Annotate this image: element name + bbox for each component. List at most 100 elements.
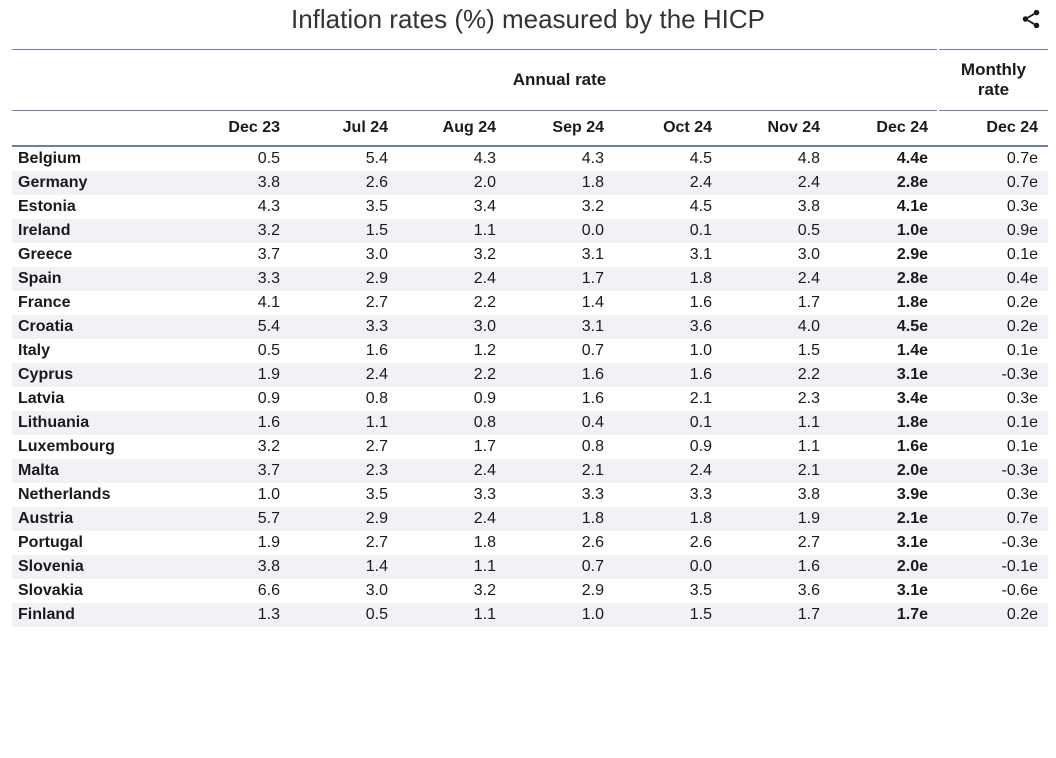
value-cell: 0.9e	[938, 219, 1048, 243]
country-cell: Croatia	[12, 315, 182, 339]
value-cell: 4.1e	[830, 195, 938, 219]
value-cell: 0.5	[182, 146, 290, 171]
value-cell: 0.4	[506, 411, 614, 435]
value-cell: 3.8	[722, 483, 830, 507]
group-header-row: Annual rate Monthly rate	[12, 50, 1048, 111]
value-cell: 1.3	[182, 603, 290, 627]
value-cell: 3.3	[182, 267, 290, 291]
country-cell: Greece	[12, 243, 182, 267]
value-cell: 1.7	[398, 435, 506, 459]
value-cell: 1.1	[722, 411, 830, 435]
table-row: Italy0.51.61.20.71.01.51.4e0.1e	[12, 339, 1048, 363]
value-cell: 0.4e	[938, 267, 1048, 291]
value-cell: -0.6e	[938, 579, 1048, 603]
value-cell: 2.1	[722, 459, 830, 483]
value-cell: 1.4e	[830, 339, 938, 363]
value-cell: 1.1	[722, 435, 830, 459]
table-row: Estonia4.33.53.43.24.53.84.1e0.3e	[12, 195, 1048, 219]
table-row: Malta3.72.32.42.12.42.12.0e-0.3e	[12, 459, 1048, 483]
value-cell: 3.1	[506, 315, 614, 339]
value-cell: 2.6	[614, 531, 722, 555]
value-cell: 2.4	[722, 171, 830, 195]
value-cell: 3.3	[614, 483, 722, 507]
value-cell: 4.0	[722, 315, 830, 339]
table-row: Finland1.30.51.11.01.51.71.7e0.2e	[12, 603, 1048, 627]
value-cell: 3.3	[398, 483, 506, 507]
country-cell: Lithuania	[12, 411, 182, 435]
table-row: Croatia5.43.33.03.13.64.04.5e0.2e	[12, 315, 1048, 339]
value-cell: 1.8	[614, 267, 722, 291]
value-cell: 2.4	[398, 267, 506, 291]
share-icon[interactable]	[1020, 8, 1042, 30]
value-cell: 0.5	[722, 219, 830, 243]
value-cell: 4.5	[614, 195, 722, 219]
table-container: Inflation rates (%) measured by the HICP…	[0, 0, 1056, 639]
value-cell: 3.3	[290, 315, 398, 339]
value-cell: 0.8	[398, 411, 506, 435]
value-cell: 1.6	[506, 387, 614, 411]
value-cell: 2.6	[290, 171, 398, 195]
value-cell: 3.8	[722, 195, 830, 219]
value-cell: 1.8e	[830, 291, 938, 315]
country-cell: Latvia	[12, 387, 182, 411]
value-cell: 2.0e	[830, 555, 938, 579]
value-cell: 0.3e	[938, 387, 1048, 411]
value-cell: 1.8	[506, 507, 614, 531]
value-cell: 1.7	[506, 267, 614, 291]
value-cell: 2.7	[290, 291, 398, 315]
value-cell: 4.3	[182, 195, 290, 219]
value-cell: 0.1e	[938, 435, 1048, 459]
value-cell: 1.1	[290, 411, 398, 435]
group-header-blank	[12, 50, 182, 111]
value-cell: 3.6	[722, 579, 830, 603]
value-cell: 0.7e	[938, 171, 1048, 195]
value-cell: 4.5e	[830, 315, 938, 339]
value-cell: 0.0	[614, 555, 722, 579]
value-cell: 0.2e	[938, 315, 1048, 339]
value-cell: 1.7	[722, 603, 830, 627]
col-header: Aug 24	[398, 111, 506, 147]
value-cell: 1.6	[182, 411, 290, 435]
value-cell: 3.1e	[830, 531, 938, 555]
value-cell: 2.2	[398, 291, 506, 315]
value-cell: 0.5	[290, 603, 398, 627]
value-cell: 0.8	[290, 387, 398, 411]
value-cell: 1.5	[722, 339, 830, 363]
table-row: Greece3.73.03.23.13.13.02.9e0.1e	[12, 243, 1048, 267]
table-row: France4.12.72.21.41.61.71.8e0.2e	[12, 291, 1048, 315]
value-cell: 4.8	[722, 146, 830, 171]
table-row: Spain3.32.92.41.71.82.42.8e0.4e	[12, 267, 1048, 291]
value-cell: 4.3	[506, 146, 614, 171]
col-header: Dec 24	[830, 111, 938, 147]
value-cell: 1.7	[722, 291, 830, 315]
value-cell: 3.1	[506, 243, 614, 267]
table-row: Slovakia6.63.03.22.93.53.63.1e-0.6e	[12, 579, 1048, 603]
value-cell: 0.7	[506, 339, 614, 363]
value-cell: 2.4	[614, 459, 722, 483]
value-cell: 1.1	[398, 555, 506, 579]
value-cell: 3.4	[398, 195, 506, 219]
value-cell: 3.2	[398, 579, 506, 603]
value-cell: 2.4	[290, 363, 398, 387]
table-row: Cyprus1.92.42.21.61.62.23.1e-0.3e	[12, 363, 1048, 387]
value-cell: 1.6	[506, 363, 614, 387]
value-cell: 5.4	[182, 315, 290, 339]
value-cell: 0.0	[506, 219, 614, 243]
value-cell: 1.9	[182, 363, 290, 387]
country-cell: Malta	[12, 459, 182, 483]
value-cell: 2.1	[506, 459, 614, 483]
country-cell: France	[12, 291, 182, 315]
value-cell: 2.2	[722, 363, 830, 387]
value-cell: 3.5	[290, 483, 398, 507]
value-cell: 1.9	[182, 531, 290, 555]
value-cell: 1.6	[722, 555, 830, 579]
value-cell: 0.1e	[938, 243, 1048, 267]
table-body: Belgium0.55.44.34.34.54.84.4e0.7eGermany…	[12, 146, 1048, 627]
table-row: Netherlands1.03.53.33.33.33.83.9e0.3e	[12, 483, 1048, 507]
value-cell: 3.4e	[830, 387, 938, 411]
inflation-table: Annual rate Monthly rate Dec 23 Jul 24 A…	[12, 49, 1048, 627]
value-cell: 0.5	[182, 339, 290, 363]
country-cell: Spain	[12, 267, 182, 291]
value-cell: 3.6	[614, 315, 722, 339]
value-cell: 2.7	[290, 435, 398, 459]
